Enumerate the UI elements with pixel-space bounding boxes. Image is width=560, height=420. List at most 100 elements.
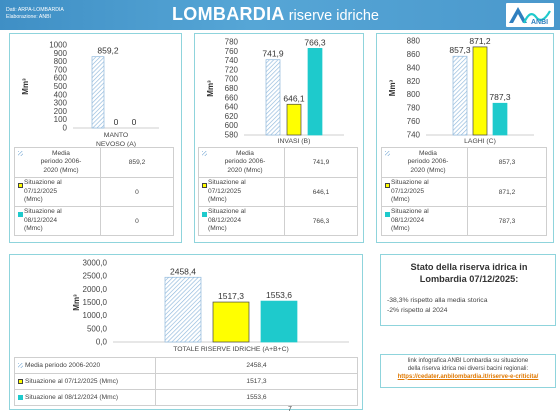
legend-text-line: Situazione al bbox=[208, 208, 246, 216]
legend-row-media: Media periodo 2006-2020 2458,4 bbox=[14, 357, 358, 374]
y-tick-label: 740 bbox=[225, 56, 239, 65]
y-tick-label: 600 bbox=[225, 121, 239, 130]
y-tick-label: 580 bbox=[225, 131, 239, 140]
bar-media bbox=[452, 55, 468, 136]
data-label-media: 741,9 bbox=[262, 49, 284, 59]
bar-media bbox=[164, 276, 202, 343]
legend-text-line: Media bbox=[236, 149, 254, 157]
data-label-media: 859,2 bbox=[97, 46, 119, 56]
y-tick-label: 0 bbox=[63, 124, 68, 133]
y-tick-label: 620 bbox=[225, 112, 239, 121]
legend-swatch-sit2025 bbox=[202, 183, 207, 188]
legend-row-media: Media periodo 2006- 2020 (Mmc) 857,3 bbox=[381, 147, 547, 178]
legend-row-sit2024: Situazione al 08/12/2024 (Mmc) 0 bbox=[14, 206, 174, 236]
legend-row-sit2025: Situazione al 07/12/2025 (Mmc) 0 bbox=[14, 177, 174, 207]
legend-label: Media periodo 2006- 2020 (Mmc) bbox=[381, 147, 468, 178]
legend-value: 787,3 bbox=[467, 206, 547, 236]
y-tick-label: 820 bbox=[407, 77, 421, 86]
y-tick-label: 780 bbox=[407, 104, 421, 113]
bar-sit2025 bbox=[286, 103, 302, 136]
y-tick-label: 1000 bbox=[49, 41, 67, 50]
summary-title: Stato della riserva idrica in Lombardia … bbox=[385, 261, 553, 285]
legend-text-line: Situazione al bbox=[24, 208, 62, 216]
y-tick-label: 1500,0 bbox=[83, 298, 108, 307]
link-box: link infografica ANBI Lombardia su situa… bbox=[380, 354, 556, 388]
y-axis-label: Mm³ bbox=[72, 294, 81, 311]
category-label: INVASI (B) bbox=[278, 138, 311, 145]
legend-table-manto-nevoso: Media periodo 2006- 2020 (Mmc) 859,2 Situazi… bbox=[14, 147, 174, 236]
legend-value: 646,1 bbox=[284, 177, 358, 207]
y-tick-label: 720 bbox=[225, 65, 239, 74]
data-label-media: 2458,4 bbox=[170, 266, 196, 276]
infographic-link[interactable]: https://cedater.anbilombardia.it/riserve… bbox=[397, 373, 539, 380]
category-label: TOTALE RISERVE IDRICHE (A+B+C) bbox=[173, 346, 289, 353]
anbi-logo: ANBI bbox=[506, 3, 554, 27]
link-caption-line-1: link infografica ANBI Lombardia su situa… bbox=[407, 358, 529, 364]
chart-manto-nevoso: 01002003004005006007008009001000Mm³859,2… bbox=[21, 41, 159, 148]
y-axis-label: Mm³ bbox=[206, 80, 215, 97]
legend-text: Situazione al 07/12/2025 (Mmc) bbox=[25, 378, 119, 385]
legend-swatch-media bbox=[385, 151, 390, 156]
data-label-media: 857,3 bbox=[449, 45, 471, 55]
legend-text-line: Situazione al bbox=[391, 208, 429, 216]
legend-text-line: Situazione al bbox=[208, 179, 246, 187]
legend-swatch-sit2025 bbox=[18, 379, 23, 384]
y-tick-label: 800 bbox=[407, 90, 421, 99]
legend-text-line: 2020 (Mmc) bbox=[410, 166, 446, 174]
bar-sit2024 bbox=[307, 48, 323, 136]
legend-text: Media periodo 2006-2020 bbox=[25, 362, 101, 369]
data-label-sit2025: 871,2 bbox=[469, 36, 491, 46]
legend-text: Situazione al 08/12/2024 (Mmc) bbox=[25, 394, 119, 401]
y-tick-label: 1000,0 bbox=[83, 311, 108, 320]
y-tick-label: 800 bbox=[54, 57, 68, 66]
legend-text-line: Situazione al bbox=[391, 179, 429, 187]
bar-sit2025 bbox=[472, 46, 488, 136]
legend-text-line: 07/12/2025 bbox=[208, 187, 242, 195]
legend-text-line: (Mmc) bbox=[24, 225, 43, 233]
y-tick-label: 640 bbox=[225, 103, 239, 112]
legend-value: 0 bbox=[100, 177, 174, 207]
y-tick-label: 200 bbox=[54, 107, 68, 116]
source-line-2: Elaborazione: ANBI bbox=[6, 14, 51, 20]
y-tick-label: 2000,0 bbox=[83, 285, 108, 294]
y-tick-label: 660 bbox=[225, 93, 239, 102]
legend-row-sit2024: Situazione al 08/12/2024 (Mmc) 766,3 bbox=[198, 206, 358, 236]
legend-text-line: (Mmc) bbox=[208, 196, 227, 204]
legend-label: Situazione al 08/12/2024 (Mmc) bbox=[198, 206, 285, 236]
legend-swatch-media bbox=[18, 151, 23, 156]
legend-text-line: periodo 2006- bbox=[224, 158, 266, 166]
legend-swatch-media bbox=[18, 363, 23, 368]
data-label-sit2024: 787,3 bbox=[489, 92, 511, 102]
data-label-sit2025: 1517,3 bbox=[218, 291, 244, 301]
legend-value: 859,2 bbox=[100, 147, 174, 178]
legend-value: 1517,3 bbox=[155, 373, 358, 390]
legend-text-line: Media bbox=[419, 149, 437, 157]
legend-label: Media periodo 2006-2020 bbox=[14, 357, 156, 374]
legend-row-sit2025: Situazione al 07/12/2025 (Mmc) 871,2 bbox=[381, 177, 547, 207]
legend-swatch-media bbox=[202, 151, 207, 156]
legend-label: Situazione al 07/12/2025 (Mmc) bbox=[198, 177, 285, 207]
source-line-1: Dati: ARPA-LOMBARDIA bbox=[6, 7, 64, 13]
summary-title-line-1: Stato della riserva idrica in bbox=[410, 262, 528, 272]
legend-text-line: 08/12/2024 bbox=[391, 216, 425, 224]
legend-swatch-sit2025 bbox=[18, 183, 23, 188]
y-tick-label: 700 bbox=[225, 75, 239, 84]
legend-swatch-sit2025 bbox=[385, 183, 390, 188]
legend-label: Situazione al 08/12/2024 (Mmc) bbox=[14, 389, 156, 406]
legend-label: Media periodo 2006- 2020 (Mmc) bbox=[198, 147, 285, 178]
y-tick-label: 900 bbox=[54, 49, 68, 58]
category-label: MANTO bbox=[104, 132, 128, 139]
page-title-subject: riserve idriche bbox=[284, 8, 379, 24]
summary-title-line-2: Lombardia 07/12/2025: bbox=[419, 274, 519, 284]
legend-row-sit2025: Situazione al 07/12/2025 (Mmc) 1517,3 bbox=[14, 373, 358, 390]
legend-text-line: 08/12/2024 bbox=[24, 216, 58, 224]
legend-row-media: Media periodo 2006- 2020 (Mmc) 741,9 bbox=[198, 147, 358, 178]
y-tick-label: 3000,0 bbox=[83, 259, 108, 268]
legend-label: Situazione al 07/12/2025 (Mmc) bbox=[381, 177, 468, 207]
header-banner: Dati: ARPA-LOMBARDIA Elaborazione: ANBI … bbox=[0, 0, 560, 30]
y-tick-label: 740 bbox=[407, 131, 421, 140]
legend-label: Situazione al 08/12/2024 (Mmc) bbox=[14, 206, 101, 236]
legend-value: 741,9 bbox=[284, 147, 358, 178]
legend-text-line: (Mmc) bbox=[24, 196, 43, 204]
